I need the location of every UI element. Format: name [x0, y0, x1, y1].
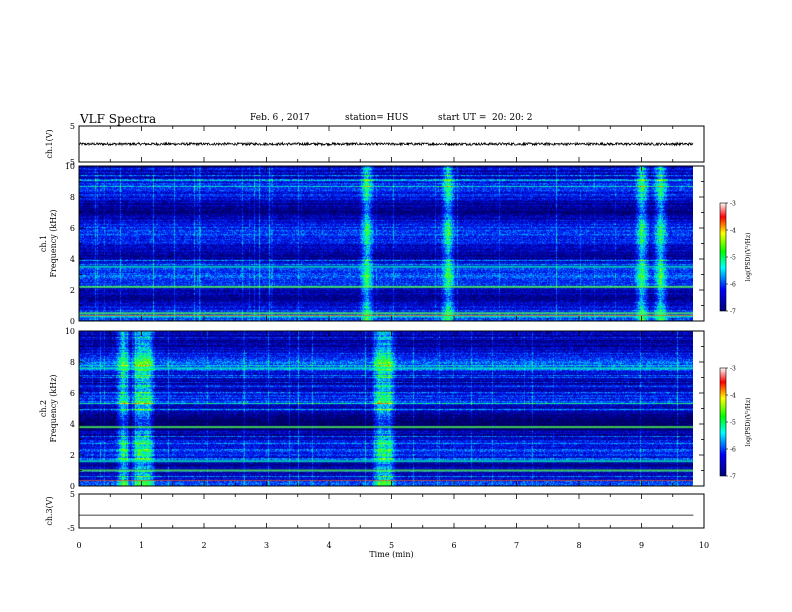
x-tick-label: 2 [201, 541, 206, 550]
x-axis-label: Time (min) [369, 550, 413, 559]
colorbar-tick-label: -6 [730, 282, 736, 289]
x-tick-label: 8 [576, 541, 581, 550]
y-tick-label: 10 [65, 327, 75, 336]
spectrogram-ch1 [79, 166, 693, 321]
x-tick-label: 1 [139, 541, 144, 550]
y-axis-label: Frequency (kHz) [49, 209, 58, 277]
y-tick-label: 8 [70, 193, 75, 202]
colorbar-tick-label: -6 [730, 447, 736, 454]
x-tick-label: 7 [514, 541, 519, 550]
y-tick-label: 0 [70, 482, 75, 491]
waveform-trace-ch1 [78, 141, 694, 147]
panel-frame-3 [78, 493, 705, 529]
x-tick-label: 5 [389, 541, 394, 550]
y-tick-label: 8 [70, 358, 75, 367]
x-tick-label: 10 [699, 541, 709, 550]
x-tick-label: 9 [639, 541, 644, 550]
chart-title: VLF Spectra [80, 112, 157, 126]
date-label: Feb. 6 , 2017 [250, 113, 310, 123]
y-tick-label: 2 [70, 286, 75, 295]
y-tick-label: 4 [70, 420, 75, 429]
spectrogram-ch2 [79, 331, 693, 486]
station-label: station= HUS [345, 113, 409, 123]
y-tick-label: 0 [70, 317, 75, 326]
x-tick-label: 6 [451, 541, 456, 550]
colorbar-tick-label: -4 [730, 393, 736, 400]
colorbar-tick-label: -5 [730, 255, 736, 262]
colorbar [719, 202, 727, 312]
x-tick-label: 4 [326, 541, 331, 550]
y-tick-label: 5 [70, 122, 75, 131]
y-tick-label: 6 [70, 224, 75, 233]
y-tick-label: 6 [70, 389, 75, 398]
y-axis-label: ch.3(V) [45, 496, 54, 525]
colorbar-label: log(PSD)(V²/Hz) [745, 233, 752, 282]
colorbar-tick-label: -7 [730, 474, 736, 481]
x-tick-label: 0 [76, 541, 81, 550]
y-axis-label: Frequency (kHz) [49, 374, 58, 442]
colorbar-tick-label: -7 [730, 309, 736, 316]
start-ut-label: start UT = [438, 113, 487, 123]
y-tick-label: -5 [67, 158, 75, 167]
colorbar [719, 367, 727, 477]
colorbar-tick-label: -3 [730, 366, 736, 373]
colorbar-label: log(PSD)(V²/Hz) [745, 398, 752, 447]
colorbar-tick-label: -3 [730, 201, 736, 208]
y-tick-label: 10 [65, 162, 75, 171]
y-axis-label: ch.1(V) [45, 129, 54, 158]
colorbar-tick-label: -5 [730, 420, 736, 427]
y-axis-label: ch.1 [39, 235, 48, 252]
colorbar-tick-label: -4 [730, 228, 736, 235]
start-ut-value: 20: 20: 2 [492, 113, 533, 123]
x-tick-label: 3 [264, 541, 269, 550]
y-tick-label: 2 [70, 451, 75, 460]
y-tick-label: 4 [70, 255, 75, 264]
y-tick-label: -5 [67, 524, 75, 533]
y-axis-label: ch.2 [39, 400, 48, 417]
y-tick-label: 5 [70, 490, 75, 499]
